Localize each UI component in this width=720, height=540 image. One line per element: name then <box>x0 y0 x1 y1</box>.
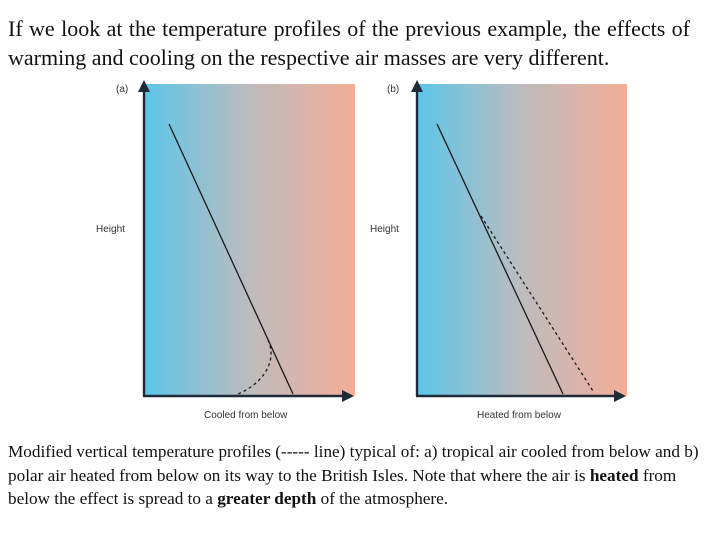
caption-bold-heated: heated <box>589 465 639 485</box>
panel-a: (a) Height Cooled from below <box>96 80 355 421</box>
panel-b-xlabel: Heated from below <box>477 410 562 421</box>
panel-b-ylabel: Height <box>370 224 399 235</box>
panel-b-label: (b) <box>387 84 399 95</box>
panel-a-y-arrowhead <box>138 80 150 92</box>
panel-a-original-profile <box>168 123 294 395</box>
panel-b: (b) Height Heated from below <box>370 80 627 421</box>
panel-a-modified-profile <box>237 339 272 395</box>
panel-a-ylabel: Height <box>96 224 125 235</box>
panel-b-modified-profile <box>480 215 594 392</box>
caption-part-2: from below the effect is spread to a <box>8 465 677 509</box>
panel-b-y-arrowhead <box>411 80 423 92</box>
intro-paragraph: If we look at the temperature profiles o… <box>8 16 690 70</box>
caption-bold-greater-depth: greater depth <box>217 489 317 508</box>
caption-part-3: of the atmosphere. <box>316 489 449 508</box>
figure-caption: Modified vertical temperature profiles (… <box>8 440 708 511</box>
panel-b-gradient-background <box>416 84 627 396</box>
panel-a-gradient-background <box>143 84 355 396</box>
caption-part-1: Modified vertical temperature profiles (… <box>8 442 699 485</box>
panel-b-x-arrowhead <box>614 390 626 402</box>
panel-a-xlabel: Cooled from below <box>204 410 288 421</box>
panel-a-x-arrowhead <box>342 390 354 402</box>
panel-a-label: (a) <box>116 84 128 95</box>
panel-b-original-profile <box>436 123 564 395</box>
